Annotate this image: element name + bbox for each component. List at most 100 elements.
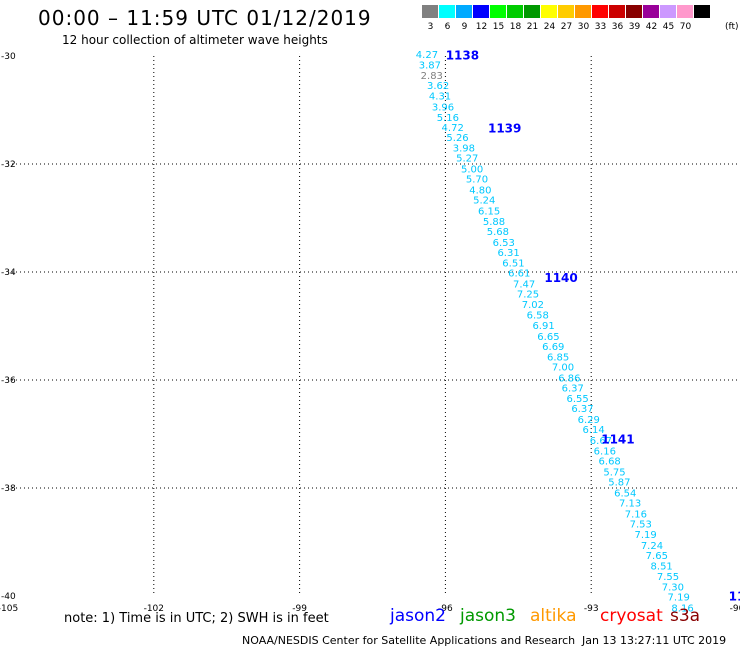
wave-height-label: 4.27 — [416, 50, 438, 61]
wave-height-label: 8.16 — [671, 603, 693, 614]
wave-height-label: 5.26 — [446, 133, 468, 144]
wave-height-label: 6.37 — [571, 404, 593, 415]
scale-label: 21 — [526, 22, 539, 32]
wave-height-label: 7.25 — [517, 290, 539, 301]
scale-label: 42 — [645, 22, 658, 32]
wave-height-label: 6.37 — [562, 384, 584, 395]
wave-height-label: 6.68 — [599, 457, 621, 468]
wave-height-label: 6.91 — [532, 321, 554, 332]
scale-label: 39 — [628, 22, 641, 32]
wave-height-label: 5.24 — [473, 196, 495, 207]
scale-label: 15 — [492, 22, 505, 32]
scale-swatch — [592, 5, 609, 18]
scale-swatch — [660, 5, 677, 18]
scale-label: 27 — [560, 22, 573, 32]
wave-height-label: 5.68 — [487, 227, 509, 238]
scale-swatch — [677, 5, 694, 18]
x-tick-label: -90 — [730, 604, 740, 614]
wave-height-label: 6.58 — [527, 311, 549, 322]
wave-height-label: 6.67 — [590, 436, 612, 447]
wave-height-label: 4.72 — [442, 123, 464, 134]
wave-height-label: 6.85 — [547, 352, 569, 363]
scale-swatch — [507, 5, 524, 18]
wave-height-label: 8.51 — [651, 561, 673, 572]
wave-height-label: 6.86 — [558, 373, 580, 384]
scale-label: 24 — [543, 22, 556, 32]
scale-swatch — [490, 5, 507, 18]
wave-height-label: 6.65 — [537, 332, 559, 343]
scale-swatch — [473, 5, 490, 18]
scale-label: 12 — [475, 22, 488, 32]
chart-subtitle: 12 hour collection of altimeter wave hei… — [62, 33, 328, 47]
wave-height-label: 7.65 — [646, 551, 668, 562]
scale-swatch — [524, 5, 541, 18]
wave-height-label: 5.88 — [483, 217, 505, 228]
scale-swatch — [609, 5, 626, 18]
x-tick-label: -96 — [438, 604, 453, 614]
wave-height-label: 7.13 — [619, 499, 641, 510]
credit-line: NOAA/NESDIS Center for Satellite Applica… — [242, 634, 576, 647]
time-label: 11 — [729, 590, 740, 604]
wave-height-label: 6.69 — [542, 342, 564, 353]
wave-height-label: 6.55 — [566, 394, 588, 405]
generated-timestamp: Jan 13 13:27:11 UTC 2019 — [582, 634, 727, 647]
scale-swatch — [541, 5, 558, 18]
scale-label: 36 — [611, 22, 624, 32]
wave-height-label: 6.61 — [508, 269, 530, 280]
time-label: 1139 — [488, 121, 521, 135]
scale-swatch — [422, 5, 439, 18]
wave-height-label: 5.16 — [437, 113, 459, 124]
scale-label: 30 — [577, 22, 590, 32]
wave-height-label: 7.19 — [668, 593, 690, 604]
y-tick-label: -32 — [1, 160, 16, 170]
satellite-legend-altika: altika — [530, 606, 577, 626]
wave-height-label: 4.80 — [469, 185, 491, 196]
wave-height-label: 7.16 — [625, 509, 647, 520]
footnote: note: 1) Time is in UTC; 2) SWH is in fe… — [64, 611, 329, 626]
wave-height-label: 3.87 — [419, 61, 441, 72]
wave-height-label: 6.31 — [497, 248, 519, 259]
satellite-legend-cryosat: cryosat — [600, 606, 663, 626]
time-label: 1141 — [601, 432, 634, 446]
satellite-legend-jason3: jason3 — [460, 606, 516, 626]
x-tick-label: -105 — [0, 604, 18, 614]
wave-height-label: 5.75 — [603, 467, 625, 478]
wave-height-label: 3.62 — [427, 81, 449, 92]
wave-height-label: 5.87 — [608, 478, 630, 489]
wave-height-label: 5.27 — [456, 154, 478, 165]
scale-swatch — [575, 5, 592, 18]
y-tick-label: -40 — [1, 592, 16, 602]
wave-height-label: 2.83 — [421, 71, 443, 82]
scale-label: 6 — [444, 22, 451, 32]
y-tick-label: -30 — [1, 52, 16, 62]
scale-swatch — [643, 5, 660, 18]
x-tick-label: -93 — [584, 604, 599, 614]
wave-height-label: 7.55 — [657, 572, 679, 583]
wave-height-label: 6.54 — [614, 488, 636, 499]
scale-swatch — [456, 5, 473, 18]
x-tick-label: -102 — [144, 604, 164, 614]
satellite-legend-jason2: jason2 — [390, 606, 446, 626]
wave-height-label: 5.70 — [466, 175, 488, 186]
scale-label: 3 — [427, 22, 434, 32]
wave-height-label: 5.00 — [461, 164, 483, 175]
wave-height-label: 6.15 — [478, 207, 500, 218]
wave-height-label: 6.16 — [594, 446, 616, 457]
scale-label: 18 — [509, 22, 522, 32]
time-label: 1140 — [544, 271, 577, 285]
wave-height-label: 6.29 — [578, 415, 600, 426]
y-tick-label: -34 — [1, 268, 16, 278]
x-tick-label: -99 — [292, 604, 307, 614]
wave-height-label: 7.30 — [662, 582, 684, 593]
scale-label: 45 — [662, 22, 675, 32]
wave-height-label: 6.51 — [502, 258, 524, 269]
wave-height-label: 6.53 — [493, 238, 515, 249]
scale-label: 70 — [679, 22, 692, 32]
color-scale-units: (ft) — [725, 22, 739, 32]
wave-height-label: 7.00 — [552, 363, 574, 374]
scale-swatch — [439, 5, 456, 18]
scale-swatch — [558, 5, 575, 18]
time-label: 1138 — [446, 49, 479, 63]
wave-height-label: 7.02 — [522, 300, 544, 311]
